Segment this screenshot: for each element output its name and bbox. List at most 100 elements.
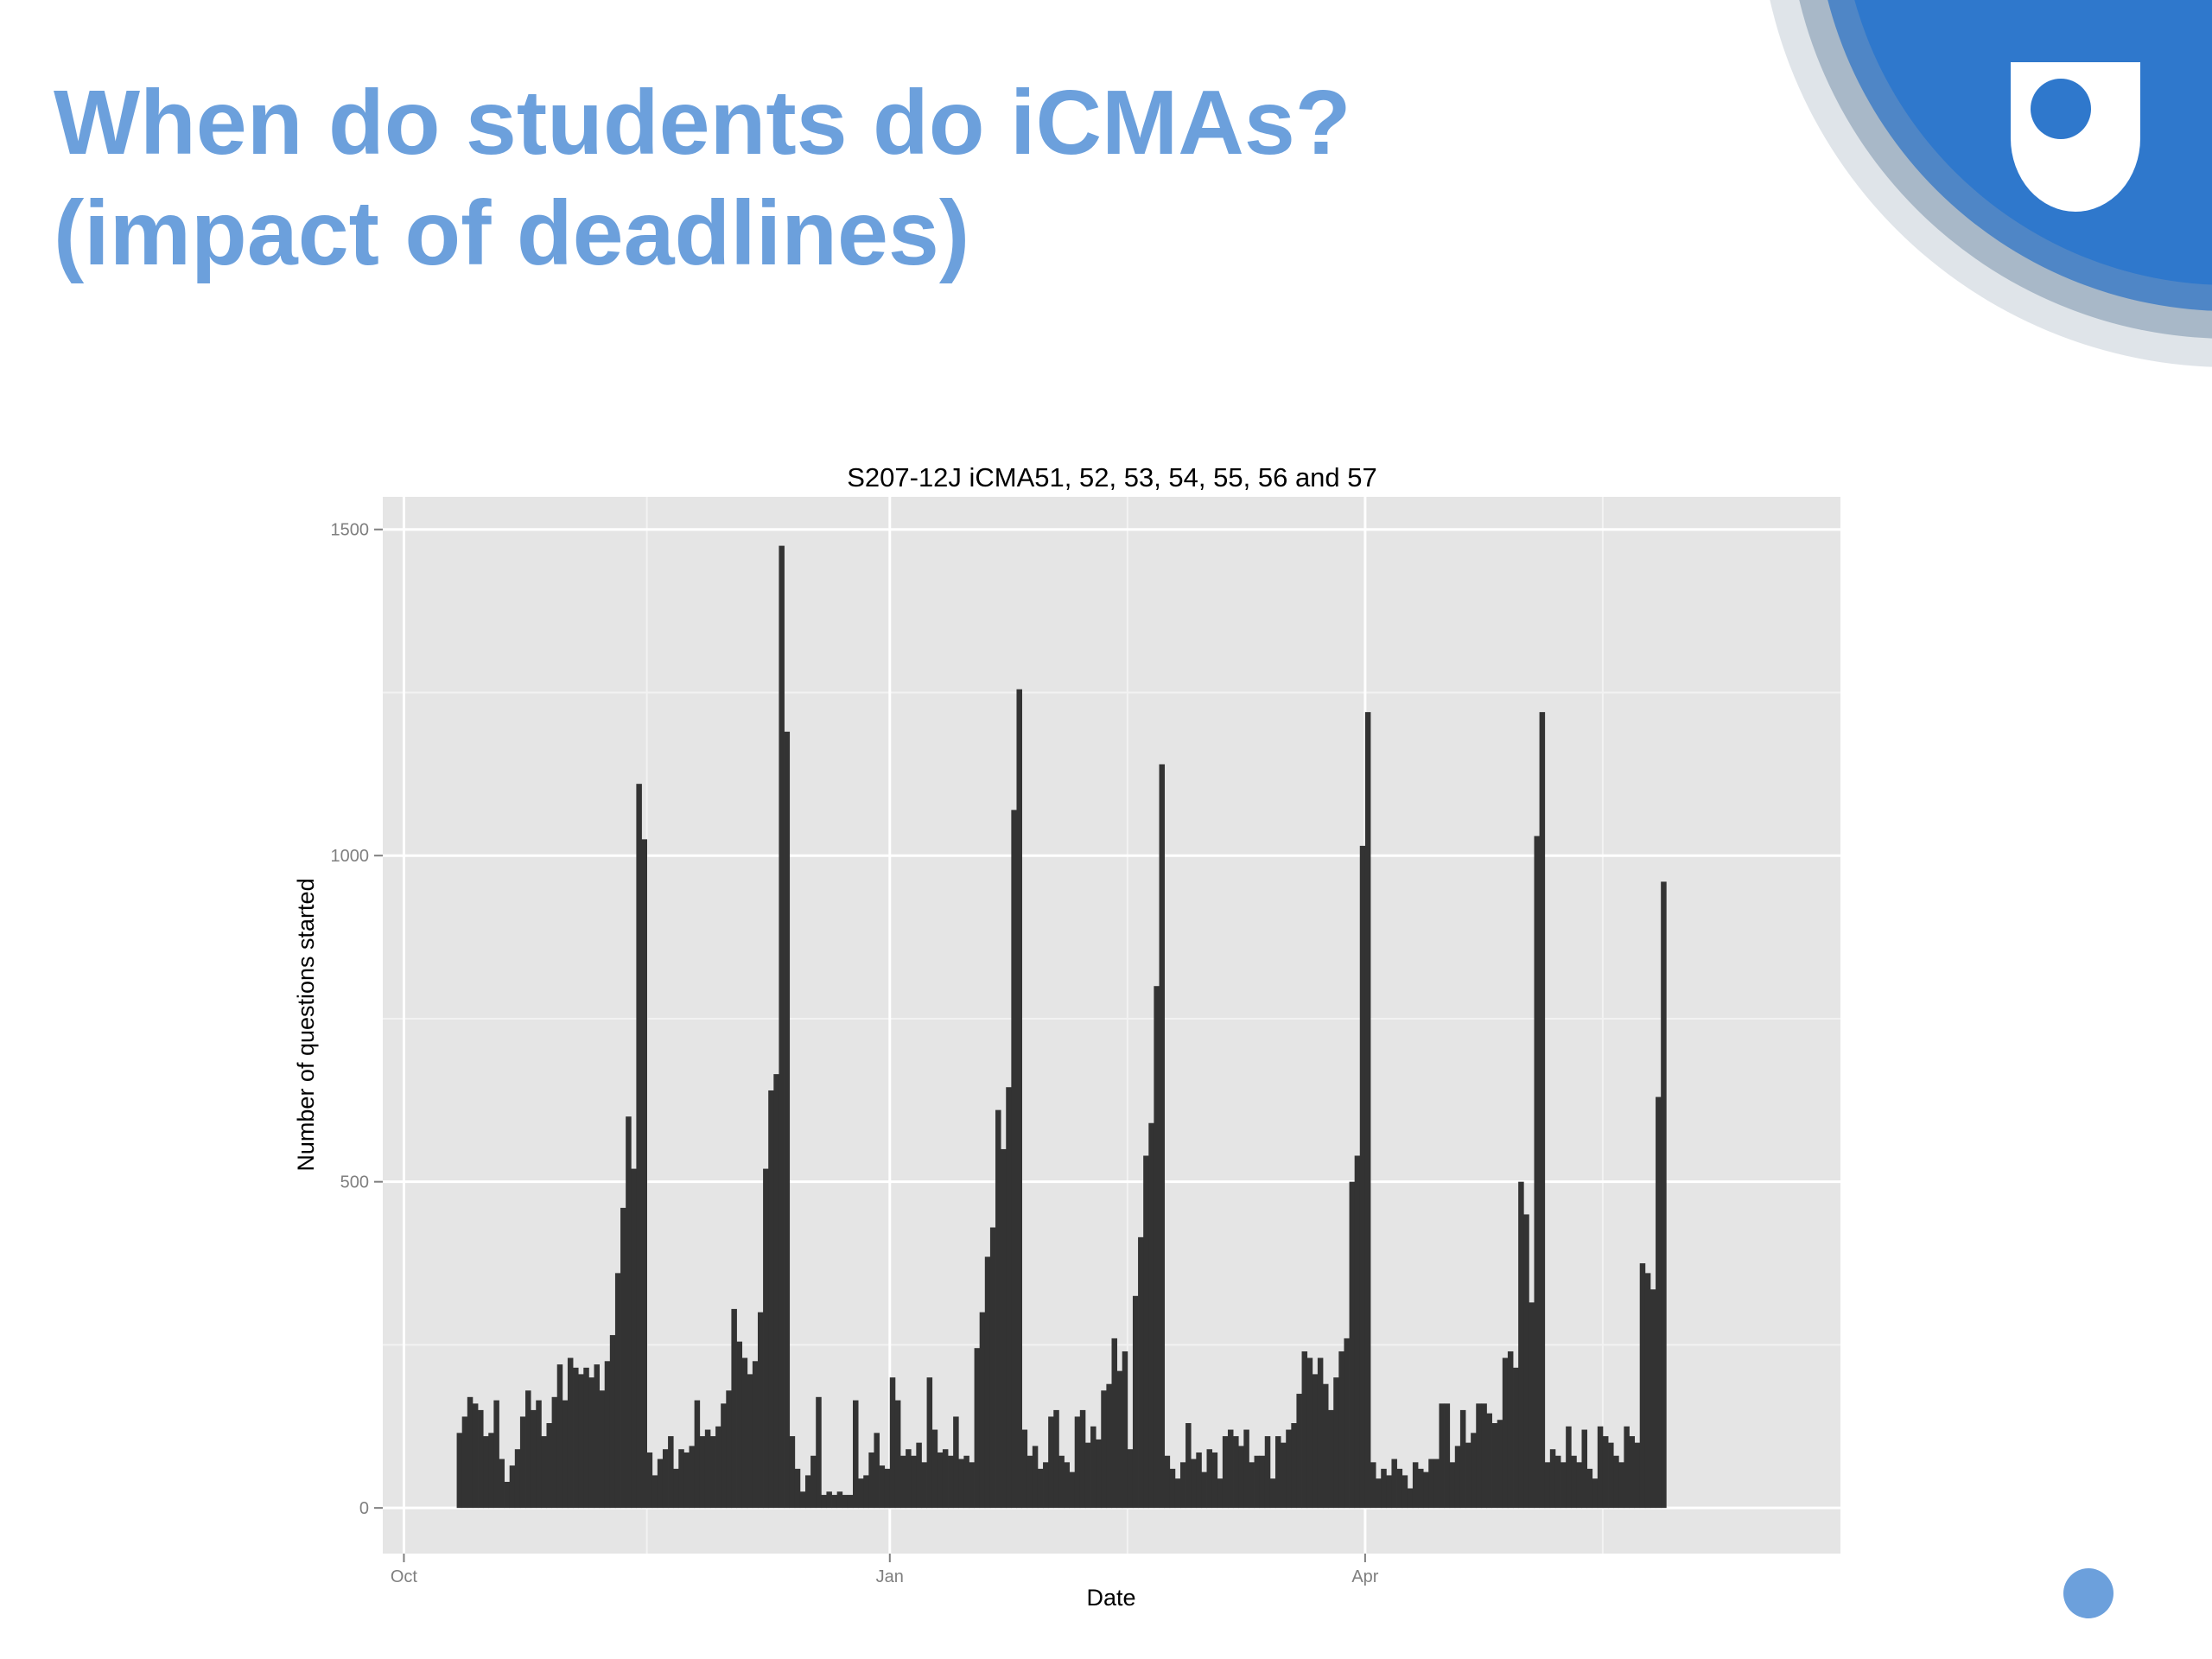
y-tick-label-3: 1500 (331, 521, 370, 540)
bar-226 (1649, 1289, 1656, 1509)
open-university-shield-icon (2011, 62, 2140, 212)
bar-225 (1644, 1273, 1651, 1509)
bar-135 (1169, 1468, 1176, 1509)
bar-138 (1185, 1423, 1192, 1509)
bar-212 (1576, 1462, 1582, 1509)
bar-188 (1449, 1462, 1456, 1509)
bar-186 (1439, 1403, 1445, 1509)
bar-101 (989, 1227, 996, 1509)
bar-120 (1090, 1426, 1096, 1509)
bar-74 (847, 1495, 854, 1509)
bar-44 (689, 1446, 696, 1509)
bar-126 (1122, 1351, 1128, 1509)
bar-139 (1191, 1459, 1197, 1509)
x-axis-title: Date (1086, 1585, 1135, 1611)
bar-23 (578, 1374, 584, 1509)
chart-title: S207-12J iCMA51, 52, 53, 54, 55, 56 and … (847, 462, 1377, 493)
bar-32 (626, 1116, 632, 1509)
bar-15 (536, 1400, 542, 1509)
bar-142 (1206, 1449, 1213, 1509)
bar-156 (1281, 1442, 1287, 1509)
bar-117 (1074, 1416, 1081, 1509)
bar-163 (1317, 1357, 1324, 1509)
bar-29 (609, 1335, 616, 1509)
bar-53 (736, 1341, 743, 1509)
bar-146 (1227, 1429, 1234, 1509)
bar-141 (1201, 1471, 1207, 1509)
bar-113 (1053, 1409, 1059, 1509)
bar-73 (842, 1495, 849, 1509)
bar-216 (1597, 1426, 1604, 1509)
bar-191 (1465, 1442, 1471, 1509)
bar-61 (779, 545, 785, 1509)
bar-5 (483, 1436, 489, 1509)
bar-174 (1376, 1478, 1382, 1509)
bar-219 (1613, 1455, 1619, 1509)
bar-193 (1476, 1403, 1482, 1509)
bar-6 (488, 1433, 494, 1509)
bar-100 (984, 1256, 991, 1509)
bar-2 (467, 1396, 474, 1509)
bar-150 (1249, 1462, 1255, 1509)
bar-119 (1084, 1442, 1091, 1509)
bar-172 (1364, 712, 1371, 1509)
bar-149 (1243, 1429, 1249, 1509)
bar-55 (747, 1374, 753, 1509)
bar-90 (931, 1429, 938, 1509)
bar-19 (556, 1364, 563, 1509)
bar-36 (646, 1452, 653, 1509)
bar-79 (874, 1433, 880, 1509)
bar-165 (1328, 1409, 1334, 1509)
bar-84 (900, 1455, 906, 1509)
bar-178 (1396, 1468, 1403, 1509)
bar-92 (942, 1449, 949, 1509)
bar-27 (599, 1390, 606, 1509)
bar-123 (1106, 1383, 1112, 1509)
bar-180 (1407, 1488, 1414, 1509)
bar-122 (1101, 1390, 1107, 1509)
bar-201 (1518, 1181, 1524, 1509)
bar-14 (531, 1409, 537, 1509)
bar-133 (1159, 764, 1166, 1509)
bar-203 (1529, 1302, 1535, 1509)
bar-118 (1079, 1409, 1086, 1509)
bar-82 (889, 1377, 896, 1509)
bar-121 (1096, 1439, 1102, 1509)
bar-20 (562, 1400, 569, 1509)
bar-87 (916, 1442, 922, 1509)
bar-144 (1217, 1478, 1224, 1509)
bar-71 (831, 1495, 838, 1509)
x-tick-label-2: Apr (1351, 1567, 1378, 1586)
bar-147 (1233, 1436, 1239, 1509)
slide-title-line-1: When do students do iCMAs? (54, 72, 1351, 174)
y-tick-label-0: 0 (359, 1499, 369, 1518)
bar-102 (995, 1109, 1001, 1509)
bar-110 (1037, 1468, 1044, 1509)
y-tick-label-2: 1000 (331, 847, 370, 866)
bar-202 (1523, 1214, 1529, 1509)
bar-28 (604, 1361, 611, 1509)
bar-30 (614, 1273, 621, 1509)
bar-131 (1148, 1122, 1154, 1509)
bar-115 (1064, 1462, 1070, 1509)
bar-11 (514, 1449, 521, 1509)
bar-166 (1333, 1377, 1339, 1509)
bar-106 (1016, 689, 1022, 1509)
bar-198 (1502, 1357, 1509, 1509)
bar-192 (1471, 1433, 1477, 1509)
bar-10 (509, 1465, 516, 1509)
bar-152 (1259, 1455, 1266, 1509)
bar-162 (1312, 1374, 1319, 1509)
bar-116 (1069, 1471, 1076, 1509)
bar-184 (1428, 1459, 1434, 1509)
bar-93 (948, 1455, 954, 1509)
bar-67 (810, 1455, 817, 1509)
bar-8 (499, 1459, 505, 1509)
bar-65 (799, 1491, 806, 1509)
bar-206 (1544, 1462, 1551, 1509)
bar-52 (731, 1308, 737, 1509)
bar-56 (752, 1361, 759, 1509)
bar-140 (1196, 1452, 1202, 1509)
bar-223 (1634, 1442, 1641, 1509)
